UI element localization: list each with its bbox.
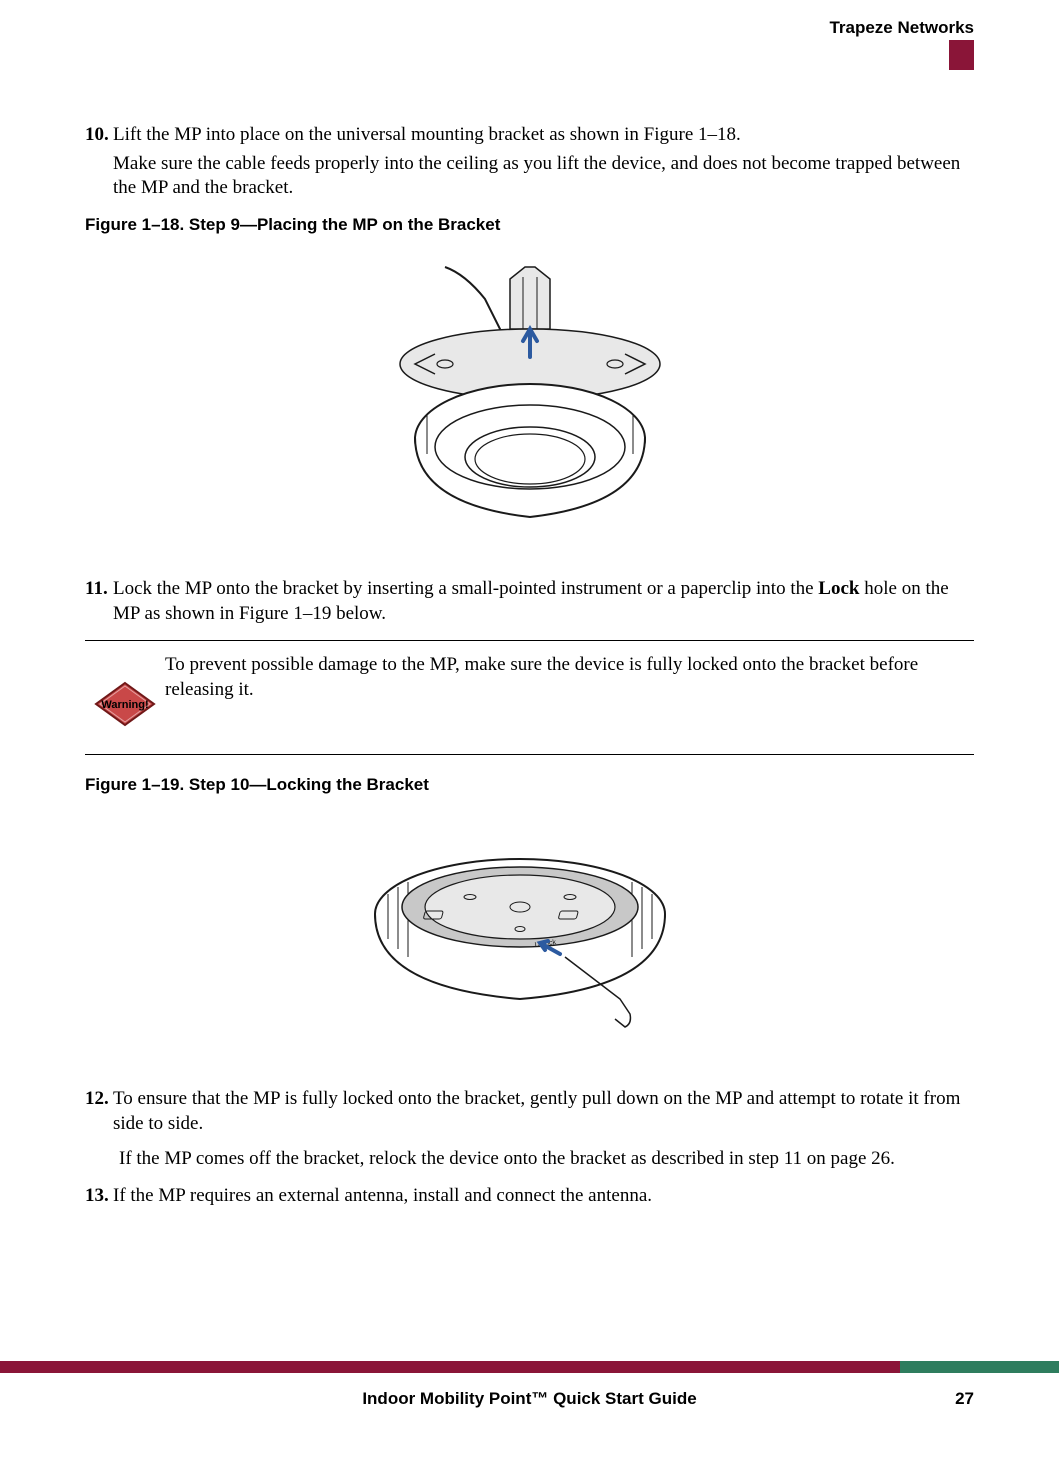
figure-19-caption: Figure 1–19. Step 10—Locking the Bracket [85,775,974,795]
step-13-text: If the MP requires an external antenna, … [113,1184,652,1209]
step-11-text-bold: Lock [818,578,859,599]
warning-icon: Warning! [92,681,158,727]
step-12: 12. To ensure that the MP is fully locke… [85,1087,974,1171]
warning-icon-wrap: Warning! [85,651,165,727]
main-content: 10. Lift the MP into place on the univer… [85,38,974,1208]
step-11-number: 11. [85,578,113,600]
page-header: Trapeze Networks [85,0,974,38]
footer-bar [0,1361,1059,1373]
step-12-subtext: If the MP comes off the bracket, relock … [119,1147,974,1172]
step-10: 10. Lift the MP into place on the univer… [85,123,974,201]
footer-page-number: 27 [955,1389,974,1409]
figure-19-svg: Unlock [350,819,710,1054]
figure-18-svg [375,259,685,544]
header-bar [949,40,974,70]
warning-label: Warning! [101,699,148,711]
brand-text: Trapeze Networks [85,18,974,38]
footer-title: Indoor Mobility Point™ Quick Start Guide… [0,1389,1059,1409]
step-10-number: 10. [85,124,113,146]
warning-text: To prevent possible damage to the MP, ma… [165,651,974,702]
step-11: 11. Lock the MP onto the bracket by inse… [85,577,974,626]
footer-title-text: Indoor Mobility Point™ Quick Start Guide [362,1389,696,1408]
step-10-text: Lift the MP into place on the universal … [113,123,741,148]
step-12-text: To ensure that the MP is fully locked on… [113,1087,974,1136]
step-11-text-pre: Lock the MP onto the bracket by insertin… [113,578,818,599]
figure-19: Unlock [85,819,974,1059]
step-13: 13. If the MP requires an external anten… [85,1184,974,1209]
figure-18 [85,259,974,549]
warning-block: Warning! To prevent possible damage to t… [85,640,974,755]
step-13-number: 13. [85,1185,113,1207]
step-11-text: Lock the MP onto the bracket by insertin… [113,577,974,626]
figure-18-caption: Figure 1–18. Step 9—Placing the MP on th… [85,215,974,235]
step-12-number: 12. [85,1088,113,1110]
page-footer: Indoor Mobility Point™ Quick Start Guide… [0,1361,1059,1409]
step-10-subtext: Make sure the cable feeds properly into … [113,152,974,201]
